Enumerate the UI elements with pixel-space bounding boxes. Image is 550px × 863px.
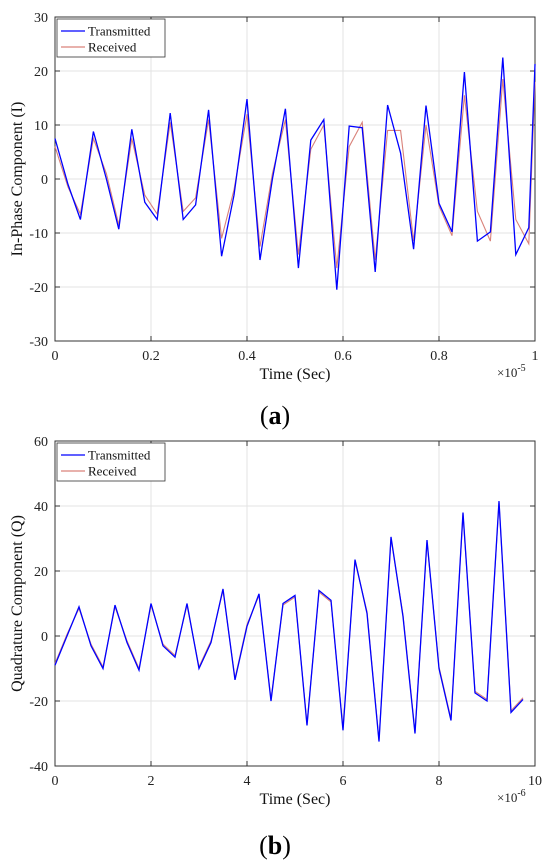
x-tick-label: 4 (244, 774, 251, 789)
y-tick-label: 30 (34, 11, 48, 26)
x-tick-label: 10 (528, 774, 542, 789)
legend-entry: Received (88, 464, 137, 479)
series-line-transmitted (54, 501, 524, 742)
panel-label-a: (a) (260, 401, 290, 430)
x-tick-label: 0.2 (142, 349, 160, 364)
y-axis-label: Quadrature Component (Q) (9, 515, 26, 692)
x-tick-label: 0 (52, 774, 59, 789)
plot-frame (54, 440, 536, 767)
y-tick-label: 20 (34, 65, 48, 80)
series-line-received (54, 79, 536, 269)
y-tick-label: -20 (29, 695, 48, 710)
series-line-received (54, 502, 524, 741)
panel-label-b: (b) (259, 831, 291, 860)
x-tick-label: 0.8 (430, 349, 448, 364)
x-exponent-label: ×10-5 (497, 363, 526, 380)
y-tick-label: 10 (34, 119, 48, 134)
x-tick-label: 0.4 (238, 349, 256, 364)
chart-b: 0 2 4 6 8 10 -40 -20 0 20 40 60 Time (Sec) Quadrature… (9, 435, 542, 808)
y-tick-label: -40 (29, 760, 48, 775)
x-axis-label: Time (Sec) (260, 366, 331, 383)
x-tick-label: 0.6 (334, 349, 352, 364)
y-axis-label: In-Phase Component (I) (9, 102, 26, 257)
x-tick-label: 0 (52, 349, 59, 364)
y-tick-label: 0 (41, 173, 48, 188)
x-exponent-label: ×10-6 (497, 788, 526, 805)
legend-entry: Received (88, 40, 137, 55)
y-tick-label: 0 (41, 630, 48, 645)
y-tick-label: 40 (34, 500, 48, 515)
x-tick-label: 6 (340, 774, 347, 789)
x-tick-label: 1 (532, 349, 539, 364)
legend-entry: Transmitted (88, 448, 151, 463)
series-line-transmitted (54, 57, 536, 290)
x-axis-label: Time (Sec) (260, 791, 331, 808)
panel-letter-a: a (269, 401, 282, 430)
legend-box (56, 442, 166, 482)
legend-entry: Transmitted (88, 24, 151, 39)
legend-box (56, 18, 166, 58)
y-tick-label: -10 (29, 227, 48, 242)
y-tick-label: 60 (34, 435, 48, 450)
x-tick-label: 8 (436, 774, 443, 789)
x-tick-label: 2 (148, 774, 155, 789)
y-tick-label: -20 (29, 281, 48, 296)
chart-a: 0 0.2 0.4 0.6 0.8 1 -30 -20 -10 0 10 20 30 Time (Sec)… (9, 11, 539, 383)
y-tick-label: -30 (29, 335, 48, 350)
panel-letter-b: b (268, 831, 282, 860)
y-tick-label: 20 (34, 565, 48, 580)
